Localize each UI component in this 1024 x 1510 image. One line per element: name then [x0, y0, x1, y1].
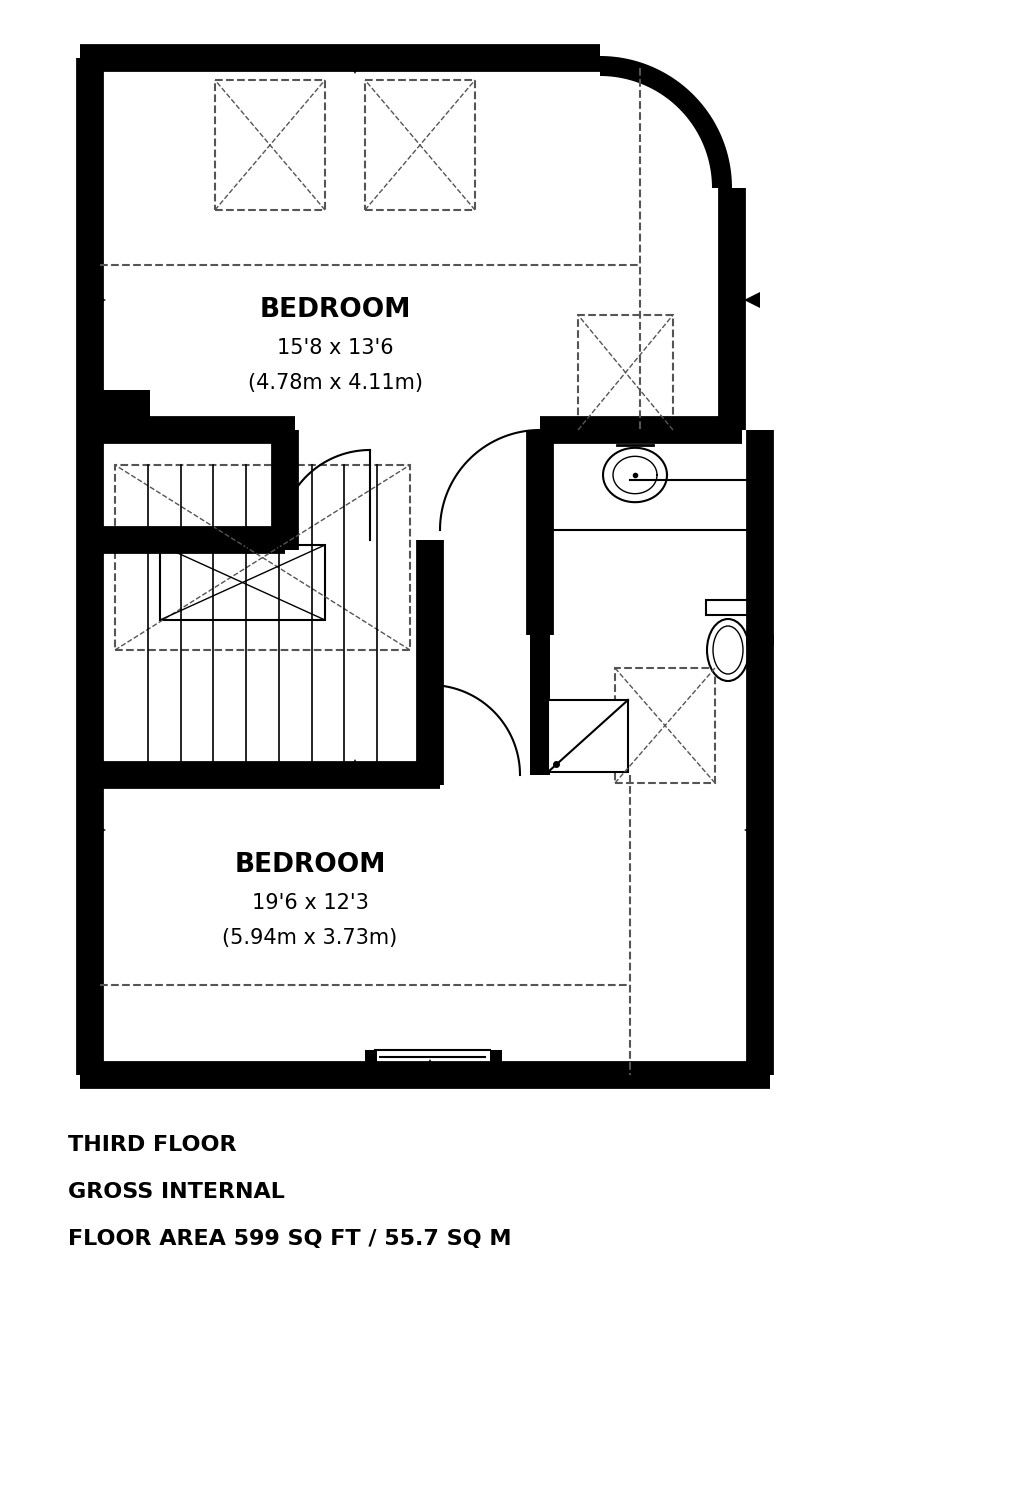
Bar [578, 316, 673, 430]
Bar [160, 545, 325, 621]
Bar [615, 667, 715, 784]
Bar [750, 636, 770, 775]
Polygon shape [90, 821, 106, 838]
Text: (4.78m x 4.11m): (4.78m x 4.11m) [248, 373, 423, 393]
Bar [490, 1049, 502, 1075]
Bar [706, 599, 750, 615]
Bar [365, 80, 475, 210]
Bar [530, 636, 550, 775]
Polygon shape [90, 291, 106, 308]
Bar [115, 465, 410, 649]
Polygon shape [744, 821, 760, 838]
Text: GROSS INTERNAL: GROSS INTERNAL [68, 1182, 285, 1202]
Bar [215, 80, 325, 210]
Polygon shape [600, 56, 732, 189]
Bar [80, 390, 150, 430]
Text: BEDROOM: BEDROOM [259, 297, 411, 323]
Bar [548, 701, 628, 772]
Text: (5.94m x 3.73m): (5.94m x 3.73m) [222, 929, 397, 948]
Text: 19'6 x 12'3: 19'6 x 12'3 [252, 892, 369, 914]
Polygon shape [347, 57, 362, 74]
Polygon shape [744, 291, 760, 308]
Ellipse shape [707, 619, 749, 681]
Text: FLOOR AREA 599 SQ FT / 55.7 SQ M: FLOOR AREA 599 SQ FT / 55.7 SQ M [68, 1229, 512, 1249]
Text: 15'8 x 13'6: 15'8 x 13'6 [276, 338, 393, 358]
Text: BEDROOM: BEDROOM [234, 852, 386, 877]
Ellipse shape [713, 627, 743, 673]
Polygon shape [422, 1059, 438, 1075]
Text: THIRD FLOOR: THIRD FLOOR [68, 1136, 237, 1155]
Bar [365, 1049, 377, 1075]
Polygon shape [347, 760, 362, 775]
